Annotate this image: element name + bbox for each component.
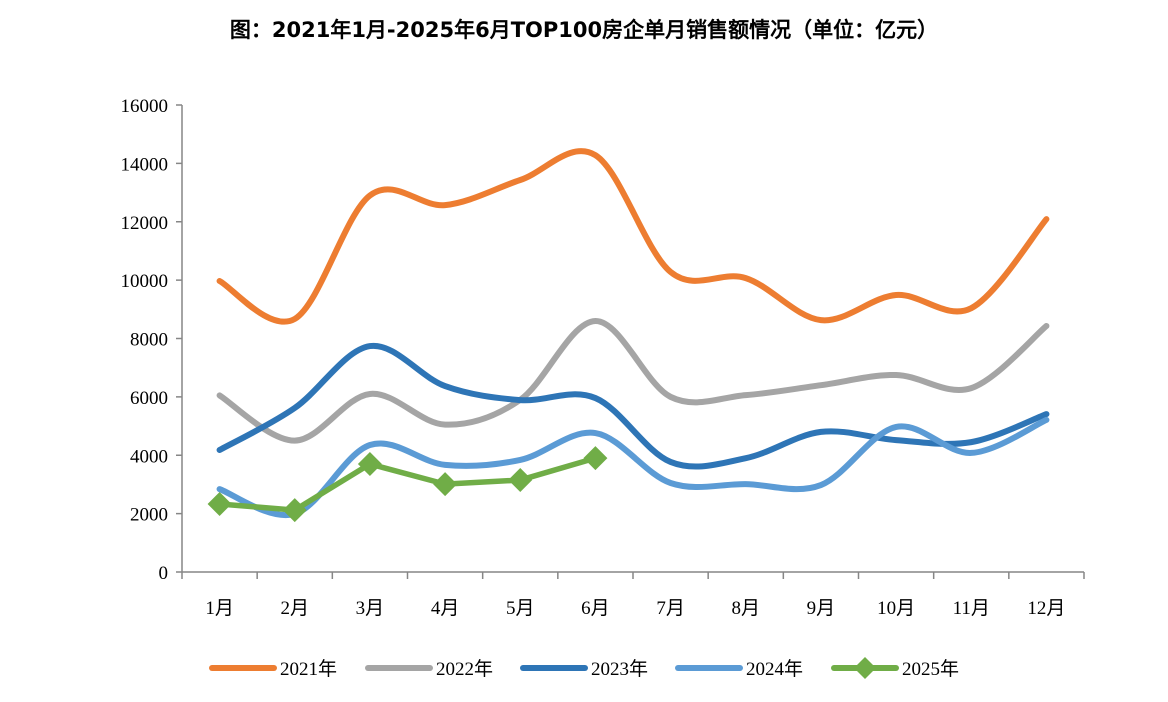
x-tick-label: 8月 [731, 598, 760, 619]
y-tick-label: 12000 [121, 213, 169, 234]
y-tick-label: 4000 [130, 446, 168, 467]
y-tick-label: 16000 [121, 96, 169, 117]
legend-label: 2025年 [902, 658, 959, 680]
series-line-2025年 [216, 455, 599, 513]
series-line-2023年 [216, 343, 1050, 470]
x-tick-label: 7月 [656, 598, 685, 619]
y-tick-label: 10000 [121, 271, 169, 292]
x-tick-label: 9月 [807, 598, 836, 619]
data-point-2025年 [357, 452, 382, 477]
y-tick-label: 14000 [121, 154, 169, 175]
data-point-2025年 [433, 472, 458, 497]
x-tick-label: 10月 [877, 598, 915, 619]
legend-label: 2024年 [746, 658, 803, 680]
data-point-2025年 [282, 498, 307, 523]
legend-label: 2023年 [591, 658, 648, 680]
x-tick-label: 6月 [581, 598, 610, 619]
chart-title: 图：2021年1月-2025年6月TOP100房企单月销售额情况（单位：亿元） [229, 18, 939, 42]
data-point-2025年 [207, 491, 232, 516]
x-tick-label: 2月 [280, 598, 309, 619]
y-tick-label: 2000 [130, 505, 168, 526]
x-tick-label: 1月 [205, 598, 234, 619]
y-tick-label: 0 [159, 563, 169, 584]
y-tick-label: 6000 [130, 388, 168, 409]
series-line-2024年 [216, 416, 1050, 519]
legend-label: 2022年 [436, 658, 493, 680]
x-tick-label: 11月 [953, 598, 990, 619]
data-point-2025年 [508, 468, 533, 493]
x-tick-label: 12月 [1027, 598, 1065, 619]
legend-label: 2021年 [280, 658, 337, 680]
series-line-2022年 [216, 317, 1050, 444]
x-tick-label: 3月 [356, 598, 385, 619]
legend-marker [854, 657, 876, 679]
y-tick-label: 8000 [130, 330, 168, 351]
x-tick-label: 4月 [431, 598, 460, 619]
series-line-2021年 [216, 148, 1050, 325]
x-tick-label: 5月 [506, 598, 535, 619]
data-point-2025年 [583, 446, 608, 471]
